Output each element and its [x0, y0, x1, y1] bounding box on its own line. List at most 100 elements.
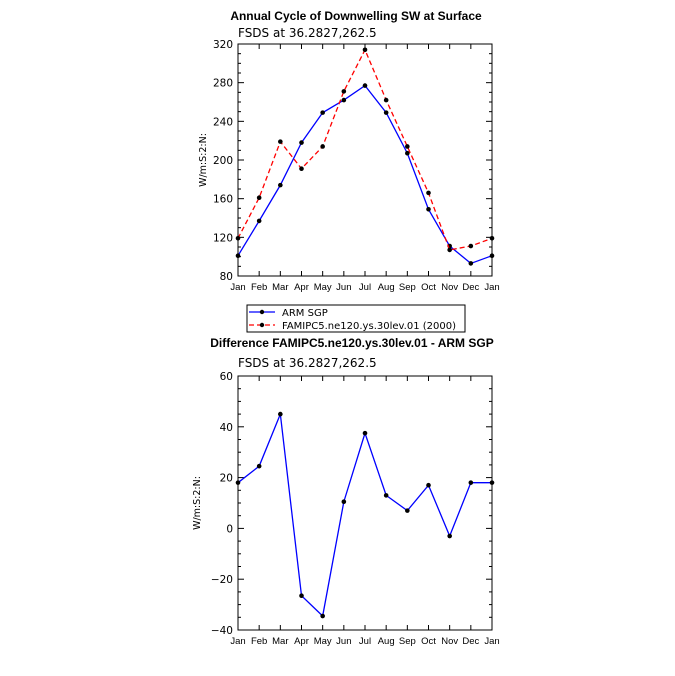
y-tick-labels: −40 −20 0 20 40 60: [211, 371, 233, 637]
x-tick-label: Oct: [421, 636, 436, 647]
data-point: [362, 47, 368, 53]
x-tick-label: Jun: [336, 282, 351, 293]
data-point: [256, 463, 262, 469]
x-tick-label: May: [314, 636, 332, 647]
y-tick-label: 120: [213, 232, 233, 244]
data-point: [489, 236, 495, 241]
x-tick-label: Feb: [251, 636, 267, 647]
data-point: [320, 144, 325, 149]
x-tick-label: Apr: [294, 282, 309, 293]
x-tick-label: Nov: [441, 282, 458, 293]
plot-frame: [237, 43, 493, 277]
series-line-0: [237, 84, 493, 265]
x-tick-label: Dec: [462, 636, 479, 647]
chart-title: Difference FAMIPC5.ne120.ys.30lev.01 - A…: [210, 336, 493, 350]
x-tick-label: Jan: [484, 282, 499, 293]
data-point: [299, 593, 304, 599]
data-point: [489, 480, 495, 485]
data-point: [468, 243, 474, 249]
legend-label-arm-sgp: ARM SGP: [282, 308, 328, 319]
data-point: [278, 139, 283, 144]
data-point: [468, 261, 474, 266]
data-point: [405, 508, 410, 513]
data-point: [383, 493, 389, 498]
legend-marker-famipc5: [259, 322, 265, 328]
data-point: [362, 430, 368, 436]
data-point: [383, 97, 389, 103]
y-tick-label: 280: [213, 78, 233, 90]
legend-marker-arm-sgp: [259, 309, 265, 315]
data-point: [341, 89, 347, 94]
legend: ARM SGP FAMIPC5.ne120.ys.30lev.01 (2000): [246, 304, 466, 333]
data-point: [278, 411, 283, 417]
data-point: [320, 613, 325, 619]
data-point: [468, 480, 474, 485]
series-line-1: [237, 48, 493, 251]
x-tick-label: Jan: [230, 282, 245, 293]
x-tick-label: Nov: [441, 636, 458, 647]
data-point: [256, 195, 262, 200]
x-tick-label: Sep: [399, 282, 416, 293]
y-tick-label: 240: [213, 116, 233, 128]
y-tick-label: 320: [213, 39, 233, 51]
x-tick-label: Jul: [359, 636, 371, 647]
data-point: [362, 83, 368, 88]
plot-frame: [237, 375, 493, 631]
y-tick-label: 0: [226, 523, 233, 535]
data-point: [235, 236, 241, 241]
y-tick-label: −20: [211, 574, 233, 586]
data-point: [426, 482, 431, 488]
data-point: [405, 150, 410, 156]
x-tick-label: Jun: [336, 636, 351, 647]
series-group: [235, 411, 495, 619]
data-point: [256, 218, 262, 224]
x-tick-label: Oct: [421, 282, 436, 293]
data-point: [383, 110, 389, 115]
x-tick-label: Jan: [484, 636, 499, 647]
ticks-group: [237, 375, 493, 631]
data-point: [235, 253, 241, 258]
y-tick-label: 40: [220, 422, 233, 434]
series-line-0: [237, 413, 492, 618]
x-tick-label: Aug: [378, 636, 395, 647]
data-point: [447, 247, 452, 253]
series-group: [235, 47, 495, 266]
x-tick-label: Sep: [399, 636, 416, 647]
x-tick-label: Aug: [378, 282, 395, 293]
data-point: [426, 207, 431, 212]
y-tick-label: 60: [220, 371, 233, 383]
data-point: [278, 182, 283, 188]
y-axis-label: W/m:S:2:N:: [192, 476, 203, 530]
data-point: [489, 253, 495, 258]
x-tick-label: May: [314, 282, 332, 293]
data-point: [341, 499, 347, 505]
ticks-group: [237, 43, 493, 277]
x-tick-label: Jul: [359, 282, 371, 293]
data-point: [341, 97, 347, 103]
annual-cycle-chart: Annual Cycle of Downwelling SW at Surfac…: [198, 9, 500, 333]
y-tick-labels: 80 120 160 200 240 280 320: [213, 39, 233, 283]
chart-title: Annual Cycle of Downwelling SW at Surfac…: [230, 9, 482, 23]
x-tick-labels: Jan Feb Mar Apr May Jun Jul Aug Sep Oct Nov Dec Jan: [230, 636, 499, 647]
y-axis-label: W/m:S:2:N:: [198, 133, 209, 187]
data-point: [405, 144, 410, 149]
legend-box: [246, 304, 466, 333]
y-tick-label: 200: [213, 155, 233, 167]
x-tick-labels: Jan Feb Mar Apr May Jun Jul Aug Sep Oct Nov Dec Jan: [230, 282, 499, 293]
y-tick-label: 20: [220, 473, 233, 485]
legend-label-famipc5: FAMIPC5.ne120.ys.30lev.01 (2000): [282, 321, 456, 332]
x-tick-label: Mar: [272, 636, 288, 647]
x-tick-label: Apr: [294, 636, 309, 647]
chart-subtitle: FSDS at 36.2827,262.5: [238, 356, 377, 370]
chart-subtitle: FSDS at 36.2827,262.5: [238, 26, 377, 40]
x-tick-label: Feb: [251, 282, 267, 293]
y-tick-label: −40: [211, 625, 233, 637]
data-point: [447, 533, 452, 539]
difference-chart: Difference FAMIPC5.ne120.ys.30lev.01 - A…: [192, 336, 500, 647]
data-point: [299, 166, 304, 171]
data-point: [235, 480, 241, 485]
x-tick-label: Mar: [272, 282, 288, 293]
y-tick-label: 80: [220, 271, 233, 283]
data-point: [426, 190, 431, 196]
